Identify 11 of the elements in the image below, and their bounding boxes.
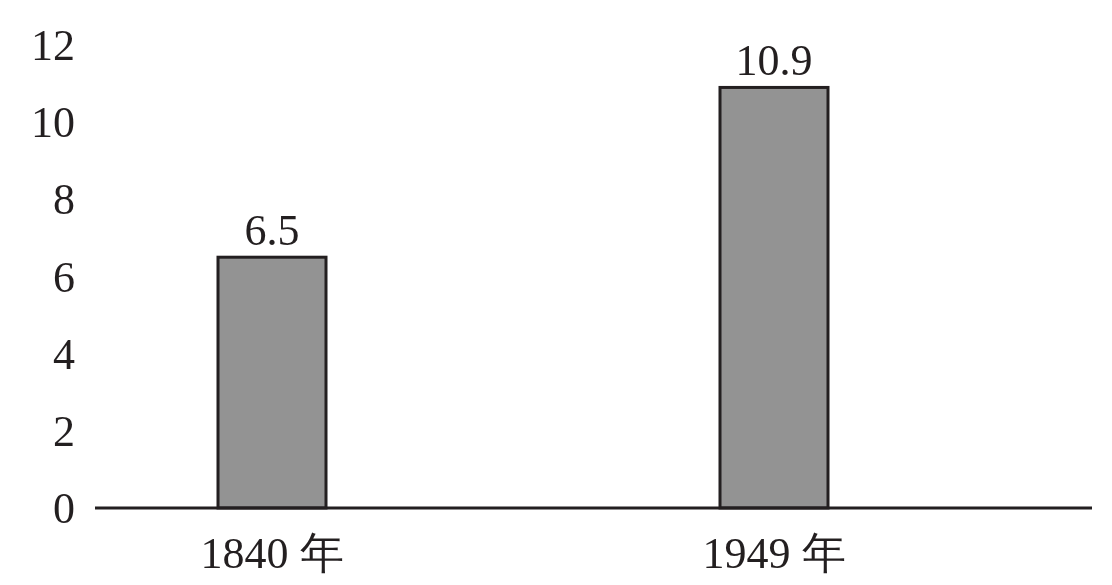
y-tick-label: 6 bbox=[53, 252, 75, 302]
y-tick-label: 8 bbox=[53, 175, 75, 225]
y-tick-label: 0 bbox=[53, 484, 75, 533]
x-tick-label: 1840 年 bbox=[200, 529, 344, 578]
y-tick-label: 4 bbox=[53, 329, 75, 379]
data-label: 10.9 bbox=[735, 36, 813, 86]
y-tick-label: 2 bbox=[53, 406, 75, 456]
data-label: 6.5 bbox=[244, 206, 300, 256]
y-tick-label: 10 bbox=[31, 98, 75, 148]
x-tick-label: 1949 年 bbox=[702, 529, 846, 578]
y-tick-label: 12 bbox=[31, 21, 75, 70]
